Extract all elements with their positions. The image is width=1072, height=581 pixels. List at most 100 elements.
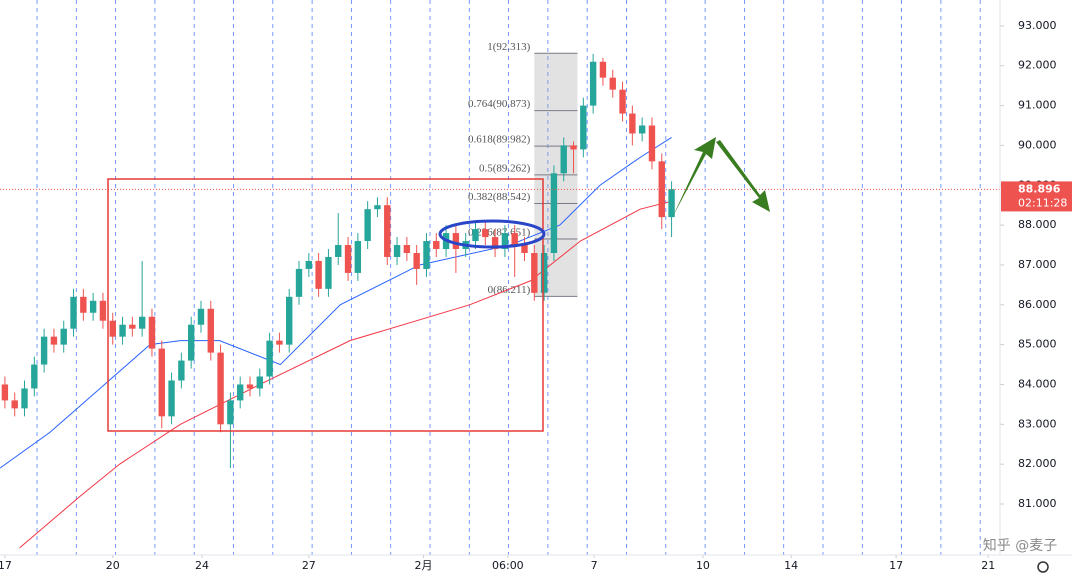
annotation-ellipse [438,219,546,249]
candle-body [168,380,175,417]
y-tick-label: 90.000 [1018,138,1057,151]
x-tick-label: 17 [0,559,12,572]
candle-body [109,320,116,337]
candle-body [501,233,509,250]
y-tick-label: 87.000 [1018,258,1057,271]
candle-body [315,260,322,289]
candle-body [482,229,489,238]
candle-body [374,205,381,210]
x-tick-label: 20 [106,559,120,572]
candle-body [119,324,126,337]
y-tick-label: 86.000 [1018,298,1057,311]
candle-body [413,252,420,269]
candle-body [187,324,195,361]
candle-body [403,245,411,253]
candle-body [70,296,77,329]
candle-body [472,229,479,242]
y-tick-label: 85.000 [1018,338,1057,351]
candle-body [638,125,646,134]
candle-body [560,145,567,174]
candle-body [433,241,440,250]
arrow-up [672,137,716,218]
candle-body [256,376,264,389]
candle-body [668,189,675,218]
x-tick-label: 10 [696,559,710,572]
candle-body [629,113,636,134]
fib-label: 0.764(90.873) [468,98,531,110]
candle-body [295,268,303,297]
candle-body [138,316,146,329]
candle-body [129,324,136,329]
candle-body [148,316,156,349]
candle-body [266,340,273,377]
fib-label: 0.5(89.262) [479,162,531,174]
fib-label: 0.382(88.542) [468,191,531,203]
candle-body [531,252,538,293]
candle-body [491,237,499,250]
y-tick-label: 92.000 [1018,59,1057,72]
candle-body [276,340,283,345]
y-tick-label: 81.000 [1018,497,1057,510]
x-tick-label: 27 [302,559,316,572]
candle-body [648,125,656,162]
price-tag-value: 88.896 [1018,182,1061,195]
x-tick-label: 24 [195,559,209,572]
candle-body [207,308,214,353]
x-tick-label: 7 [591,559,598,572]
candle-body [197,308,205,325]
candle-body [393,245,401,257]
candle-body [89,300,97,313]
candle-body [619,89,626,114]
settings-icon[interactable] [1037,561,1049,573]
candle-body [609,77,616,90]
fib-label: 1(92.313) [487,41,530,53]
candle-body [227,400,234,425]
x-tick-label: 17 [889,559,903,572]
moving-average [19,200,672,549]
candle-body [423,241,430,269]
x-tick-label: 06:00 [492,559,524,572]
y-tick-label: 82.000 [1018,457,1057,470]
candle-body [452,233,460,250]
candle-body [60,328,67,345]
candle-body [580,105,587,150]
candle-body [1,384,9,401]
candle-body [11,400,18,409]
y-tick-label: 91.000 [1018,99,1057,112]
candle-body [599,61,607,78]
candle-body [658,161,665,218]
y-tick-label: 93.000 [1018,19,1057,32]
candle-body [344,245,352,273]
candle-body [540,252,548,293]
y-tick-label: 83.000 [1018,417,1057,430]
candle-body [286,296,293,345]
candle-body [80,296,87,313]
candle-body [99,300,107,321]
candle-body [178,360,185,381]
candle-body [305,260,313,269]
candle-body [511,233,518,246]
arrow-down [716,140,770,212]
candle-body [40,336,48,365]
x-tick-label: 2月 [415,559,433,572]
x-tick-label: 21 [981,559,995,572]
candle-body [384,205,391,257]
y-tick-label: 84.000 [1018,377,1057,390]
candle-body [50,336,58,345]
candle-body [246,384,254,389]
candle-body [21,388,28,409]
candle-body [589,61,597,106]
y-tick-label: 88.000 [1018,218,1057,231]
candle-body [31,364,38,389]
price-tag-countdown: 02:11:28 [1018,196,1067,209]
annotation-box [107,178,544,432]
candle-body [550,173,558,253]
watermark: 知乎 @麦子 [983,537,1057,554]
candle-body [158,348,165,417]
x-tick-label: 14 [784,559,798,572]
fib-label: 0.618(89.982) [468,134,531,146]
candle-body [335,245,342,257]
price-tag [1001,181,1072,212]
fib-label: 0(86.211) [488,284,531,296]
